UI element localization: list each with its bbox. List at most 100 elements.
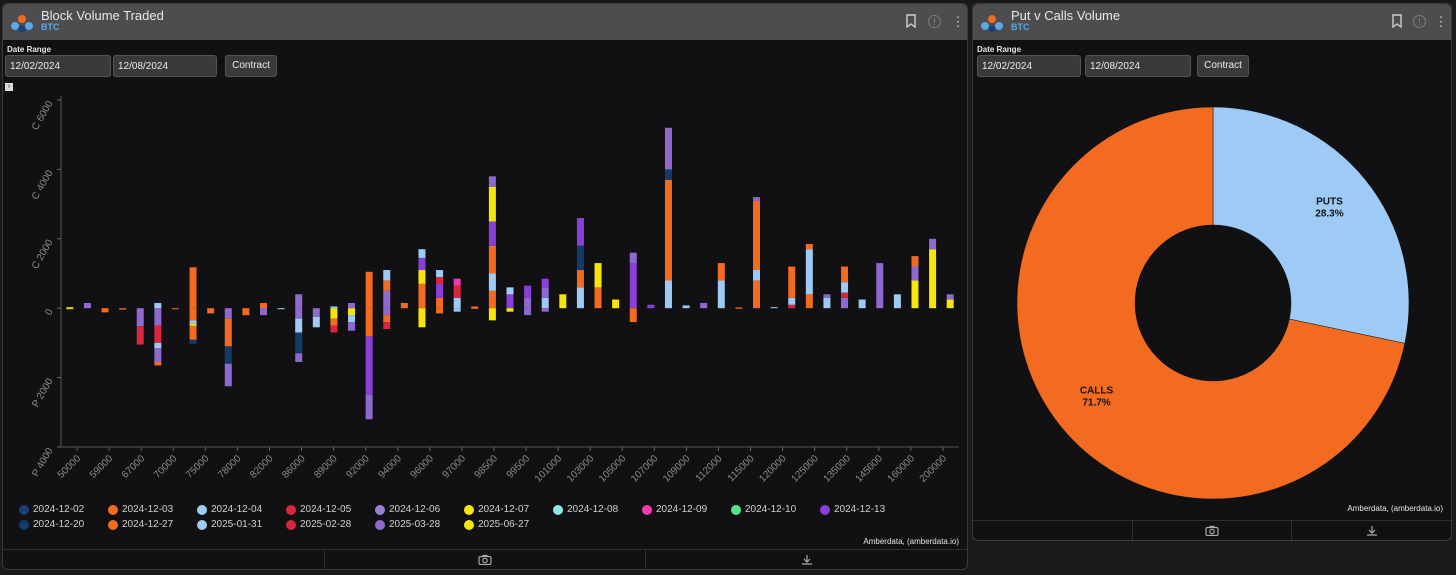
more-vertical-icon[interactable]: ⋮ <box>951 14 965 29</box>
bar-segment-call[interactable] <box>453 297 461 309</box>
bar-segment-call[interactable] <box>682 305 690 309</box>
bar-segment-call[interactable] <box>805 249 813 295</box>
bar-segment-call[interactable] <box>383 280 391 291</box>
bar-segment-put[interactable] <box>224 318 232 347</box>
legend-item[interactable]: 2024-12-07 <box>464 504 529 515</box>
bar-segment-call[interactable] <box>418 270 426 284</box>
more-vertical-icon[interactable]: ⋮ <box>1434 14 1448 29</box>
bookmark-icon[interactable] <box>903 14 919 30</box>
legend-item[interactable]: 2024-12-09 <box>642 504 707 515</box>
bar-segment-call[interactable] <box>805 294 813 309</box>
bar-segment-call[interactable] <box>946 299 954 309</box>
bar-segment-call[interactable] <box>664 169 672 180</box>
bar-segment-call[interactable] <box>418 257 426 271</box>
bar-segment-put[interactable] <box>488 308 496 321</box>
bar-segment-call[interactable] <box>383 290 391 309</box>
bar-segment-put[interactable] <box>119 308 127 310</box>
bar-segment-call[interactable] <box>717 263 725 281</box>
bar-segment-put[interactable] <box>171 308 179 310</box>
bar-segment-call[interactable] <box>788 304 796 309</box>
bar-segment-call[interactable] <box>488 221 496 246</box>
legend-item[interactable]: 2024-12-05 <box>286 504 351 515</box>
bar-segment-put[interactable] <box>207 308 215 314</box>
bar-segment-put[interactable] <box>629 308 637 323</box>
download-icon[interactable] <box>1292 521 1451 540</box>
bar-segment-call[interactable] <box>717 280 725 309</box>
bar-segment-put[interactable] <box>224 346 232 364</box>
bar-segment-put[interactable] <box>154 308 162 326</box>
bar-segment-call[interactable] <box>436 276 444 284</box>
bar-segment-put[interactable] <box>471 308 479 309</box>
bar-segment-call[interactable] <box>541 297 549 309</box>
bookmark-icon[interactable] <box>1389 14 1405 30</box>
bar-segment-put[interactable] <box>348 322 356 331</box>
bar-segment-put[interactable] <box>735 308 743 309</box>
legend-item[interactable]: 2024-12-02 <box>19 504 84 515</box>
bar-segment-put[interactable] <box>365 394 373 420</box>
bar-segment-call[interactable] <box>576 217 584 246</box>
bar-segment-call[interactable] <box>911 280 919 309</box>
bar-segment-call[interactable] <box>823 294 831 298</box>
bar-segment-put[interactable] <box>418 308 426 328</box>
bar-segment-call[interactable] <box>83 302 91 309</box>
bar-segment-call[interactable] <box>541 278 549 288</box>
bar-segment-put[interactable] <box>365 335 373 395</box>
bar-segment-call[interactable] <box>664 280 672 309</box>
bar-segment-call[interactable] <box>418 283 426 309</box>
bar-segment-call[interactable] <box>365 271 373 309</box>
bar-segment-call[interactable] <box>559 294 567 309</box>
info-icon[interactable]: ! <box>1413 15 1426 28</box>
bar-segment-call[interactable] <box>488 245 496 274</box>
bar-segment-call[interactable] <box>506 287 514 295</box>
bar-segment-put[interactable] <box>383 315 391 323</box>
bar-segment-call[interactable] <box>823 297 831 309</box>
bar-segment-put[interactable] <box>295 308 303 319</box>
bar-segment-call[interactable] <box>841 297 849 309</box>
bar-segment-call[interactable] <box>594 287 602 309</box>
bar-segment-call[interactable] <box>524 285 532 298</box>
bar-segment-put[interactable] <box>348 315 356 323</box>
legend-item[interactable]: 2024-12-20 <box>19 519 84 530</box>
bar-segment-call[interactable] <box>629 252 637 264</box>
legend-item[interactable]: 2024-12-04 <box>197 504 262 515</box>
bar-segment-call[interactable] <box>594 263 602 288</box>
bar-segment-call[interactable] <box>753 270 761 281</box>
end-date-input[interactable] <box>1085 55 1191 77</box>
bar-segment-call[interactable] <box>735 307 743 309</box>
bar-segment-call[interactable] <box>418 249 426 258</box>
legend-item[interactable]: 2025-03-28 <box>375 519 440 530</box>
bar-segment-call[interactable] <box>929 238 937 250</box>
bar-segment-put[interactable] <box>224 363 232 387</box>
bar-segment-put[interactable] <box>436 308 444 314</box>
legend-item[interactable]: 2024-12-13 <box>820 504 885 515</box>
bar-segment-put[interactable] <box>524 308 532 316</box>
bar-segment-put[interactable] <box>383 322 391 330</box>
bar-segment-call[interactable] <box>911 266 919 281</box>
bar-segment-call[interactable] <box>348 302 356 309</box>
bar-segment-call[interactable] <box>893 294 901 309</box>
start-date-input[interactable] <box>977 55 1081 77</box>
bar-segment-put[interactable] <box>189 320 197 324</box>
bar-segment-call[interactable] <box>629 263 637 309</box>
bar-segment-call[interactable] <box>576 245 584 271</box>
bar-segment-call[interactable] <box>488 290 496 309</box>
bar-segment-call[interactable] <box>841 266 849 283</box>
bar-segment-call[interactable] <box>664 179 672 281</box>
bar-segment-call[interactable] <box>189 267 197 309</box>
bar-segment-call[interactable] <box>154 302 162 309</box>
bar-segment-call[interactable] <box>436 270 444 277</box>
legend-item[interactable]: 2025-02-28 <box>286 519 351 530</box>
bar-segment-call[interactable] <box>471 306 479 309</box>
bar-segment-call[interactable] <box>753 200 761 271</box>
bar-segment-put[interactable] <box>154 342 162 349</box>
legend-item[interactable]: 2024-12-10 <box>731 504 796 515</box>
end-date-input[interactable] <box>113 55 217 77</box>
bar-segment-call[interactable] <box>488 273 496 291</box>
bar-segment-call[interactable] <box>858 299 866 309</box>
bar-segment-call[interactable] <box>436 283 444 298</box>
bar-segment-put[interactable] <box>259 308 267 316</box>
bar-segment-put[interactable] <box>541 308 549 312</box>
bar-segment-put[interactable] <box>295 353 303 362</box>
bar-segment-put[interactable] <box>189 323 197 326</box>
bar-segment-call[interactable] <box>488 186 496 222</box>
